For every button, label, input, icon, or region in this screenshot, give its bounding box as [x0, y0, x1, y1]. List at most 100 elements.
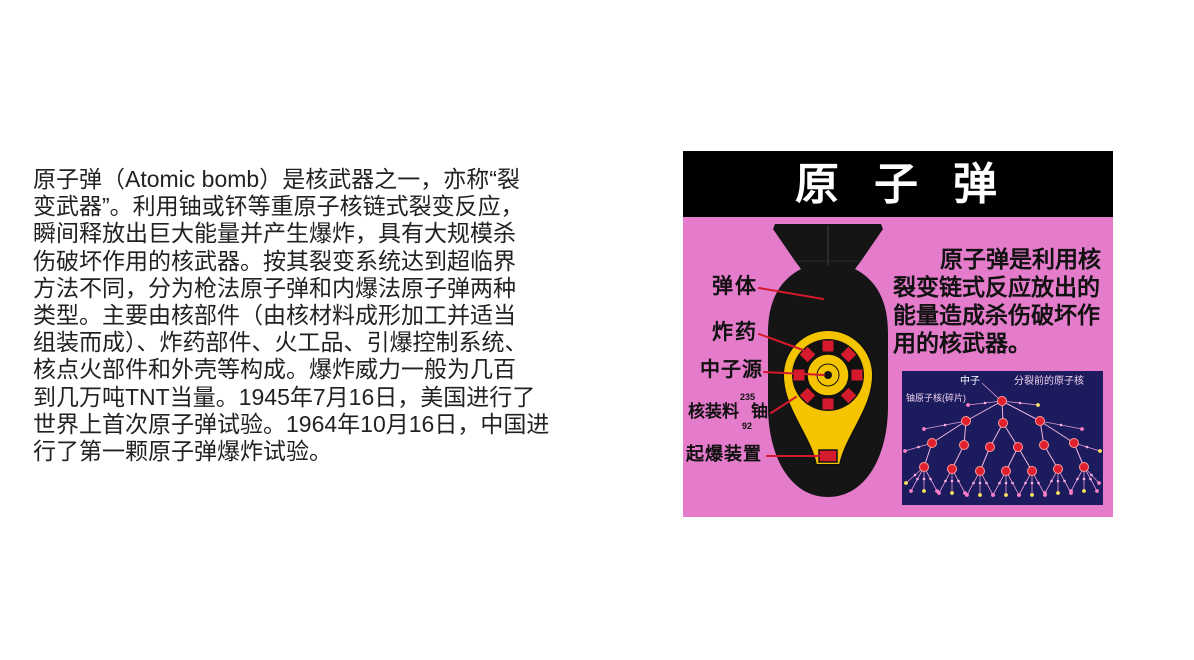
chain-fragment-label: 铀原子核(碎片)	[906, 393, 966, 403]
neutron-dot	[1004, 481, 1008, 485]
fission-nucleus-dot	[997, 396, 1007, 406]
neutron-dot	[1030, 493, 1034, 497]
neutron-dot	[1090, 473, 1093, 477]
neutron-dot	[1018, 401, 1022, 405]
neutron-dot	[957, 479, 960, 483]
neutron-dot	[1043, 491, 1047, 495]
neutron-dot	[1011, 481, 1014, 485]
atomic-bomb-figure: 原子弹 弹体 炸药 中子源	[683, 151, 1113, 517]
neutron-dot	[1004, 493, 1008, 497]
figure-header: 原子弹	[683, 151, 1113, 217]
fission-nucleus-dot	[961, 416, 971, 426]
caption-line: 能量造成杀伤破坏作	[893, 302, 1100, 328]
neutron-path-line	[1039, 420, 1075, 444]
caption-line: 裂变链式反应放出的	[893, 274, 1100, 300]
neutron-dot	[1082, 489, 1086, 493]
neutron-dot	[1063, 479, 1066, 483]
neutron-dot	[950, 491, 954, 495]
neutron-dot	[972, 481, 975, 485]
neutron-dot	[1069, 489, 1073, 493]
intro-line: 变武器”。利用铀或钚等重原子核链式裂变反应，	[33, 193, 524, 220]
neutron-dot	[904, 481, 908, 485]
fission-nucleus-dot	[1013, 442, 1023, 452]
neutron-dot	[1097, 481, 1101, 485]
intro-line: 类型。主要由核部件（由核材料成形加工并适当	[33, 302, 516, 329]
fission-nucleus-dot	[1069, 438, 1079, 448]
figure-caption: 原子弹是利用核 裂变链式反应放出的 能量造成杀伤破坏作 用的核武器。	[893, 245, 1101, 357]
neutron-dot	[983, 401, 987, 405]
leader-line-nuclear-charge	[770, 396, 797, 414]
neutron-dot	[978, 493, 982, 497]
neutron-dot	[966, 403, 970, 407]
explosive-block	[839, 345, 858, 364]
intro-line: 瞬间释放出巨大能量并产生爆炸，具有大规模杀	[33, 220, 516, 247]
neutron-dot	[922, 477, 926, 481]
neutron-dot	[917, 445, 920, 449]
neutron-dot	[943, 423, 947, 427]
intro-line: 方法不同，分为枪法原子弹和内爆法原子弹两种	[33, 274, 516, 301]
leader-line-explosive	[758, 333, 804, 351]
neutron-dot	[1059, 423, 1063, 427]
chain-neutron-label: 中子	[960, 376, 980, 387]
fission-nucleus-dot	[998, 418, 1008, 428]
neutron-dot	[1076, 477, 1079, 481]
fission-nucleus-dot	[1001, 466, 1011, 476]
neutron-dot	[1056, 491, 1060, 495]
figure-title: 原子弹	[795, 160, 1032, 209]
bomb-illustration	[758, 224, 888, 497]
neutron-dot	[944, 479, 947, 483]
fission-nucleus-dot	[1039, 440, 1049, 450]
chain-nucleus-label: 分裂前的原子核	[1014, 376, 1084, 387]
isotope-mass-number: 235	[740, 392, 756, 402]
neutron-dot	[965, 493, 969, 497]
explosive-block	[798, 386, 817, 405]
neutron-dot	[1085, 445, 1089, 449]
explosive-block	[839, 386, 858, 405]
neutron-dot	[922, 427, 926, 431]
neutron-dot	[985, 481, 988, 485]
neutron-path-line	[931, 420, 967, 444]
leader-line-shell	[758, 287, 824, 300]
explosive-block	[821, 397, 835, 411]
intro-line: 原子弹（Atomic bomb）是核武器之一，亦称“裂	[33, 166, 520, 192]
label-detonator: 起爆装置	[686, 444, 762, 464]
neutron-source-dot	[824, 371, 832, 379]
label-neutron-source: 中子源	[700, 359, 763, 381]
fission-nucleus-dot	[1027, 466, 1037, 476]
isotope-atomic-number: 92	[742, 421, 753, 431]
neutron-dot	[1089, 477, 1092, 481]
intro-paragraph: 原子弹（Atomic bomb）是核武器之一，亦称“裂 变武器”。利用铀或钚等重…	[33, 166, 549, 465]
neutron-dot	[1080, 427, 1084, 431]
fission-nucleus-dot	[1079, 462, 1089, 472]
neutron-dot	[1037, 481, 1040, 485]
intro-line: 核点火部件和外壳等构成。爆炸威力一般为几百	[33, 356, 516, 383]
label-nuclear-charge-text: 核装料	[688, 402, 739, 421]
intro-line: 组装而成）、炸药部件、火工品、引爆控制系统、	[33, 329, 528, 356]
neutron-dot	[913, 473, 917, 477]
chain-reaction-inset: 中子 分裂前的原子核 铀原子核(碎片)	[902, 371, 1103, 505]
intro-line: 世界上首次原子弹试验。1964年10月16日，中国进	[33, 410, 550, 437]
fission-nucleus-dot	[1035, 416, 1045, 426]
neutron-dot	[1056, 479, 1060, 483]
intro-line: 伤破坏作用的核武器。按其裂变系统达到超临界	[33, 247, 516, 274]
intro-line: 行了第一颗原子弹爆炸试验。	[33, 438, 332, 465]
fission-nucleus-dot	[975, 466, 985, 476]
neutron-dot	[909, 489, 913, 493]
fission-nucleus-dot	[985, 442, 995, 452]
fission-nucleus-dot	[919, 462, 929, 472]
label-explosive: 炸药	[712, 321, 758, 344]
fission-nucleus-dot	[1053, 464, 1063, 474]
incoming-neutron-line	[981, 382, 999, 399]
neutron-dot	[1082, 477, 1086, 481]
label-nuclear-charge: 核装料 235 92 铀	[688, 391, 770, 433]
neutron-dot	[1095, 489, 1099, 493]
detonator-block	[818, 449, 838, 463]
neutron-dot	[998, 481, 1001, 485]
fission-nucleus-dot	[927, 438, 937, 448]
caption-line: 用的核武器。	[893, 330, 1031, 356]
neutron-dot	[1098, 449, 1102, 453]
label-shell: 弹体	[712, 275, 758, 298]
neutron-dot	[1017, 493, 1021, 497]
neutron-path-line	[1001, 400, 1041, 422]
chain-reaction-graphic	[903, 382, 1102, 497]
